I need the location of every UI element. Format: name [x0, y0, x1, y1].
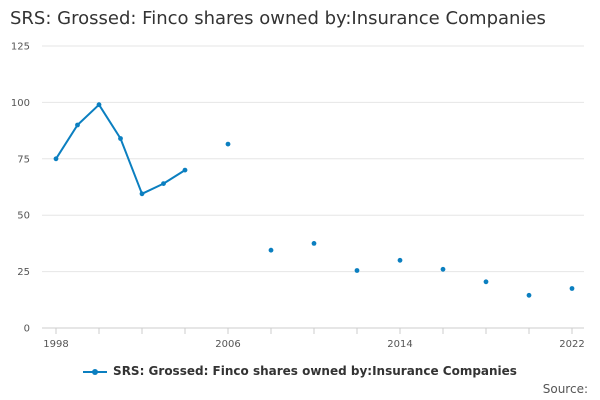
series-layer	[53, 102, 575, 298]
data-point-2016	[440, 266, 446, 272]
y-tick-label-100: 100	[11, 98, 30, 109]
source-label: Source:	[542, 382, 588, 396]
legend[interactable]: SRS: Grossed: Finco shares owned by:Insu…	[0, 364, 600, 378]
y-tick-label-50: 50	[17, 211, 30, 222]
data-point-2008	[268, 247, 274, 253]
data-point-2001	[118, 136, 123, 141]
data-point-2012	[354, 268, 360, 273]
data-point-2004	[182, 167, 188, 173]
axes	[42, 327, 584, 334]
data-point-2010	[311, 241, 317, 246]
chart-title: SRS: Grossed: Finco shares owned by:Insu…	[10, 8, 546, 29]
x-tick-label-2006: 2006	[215, 339, 240, 350]
x-tick-label-2022: 2022	[559, 339, 584, 350]
data-point-2000	[96, 102, 102, 108]
data-point-2022	[569, 286, 575, 291]
data-point-2018	[483, 279, 489, 285]
legend-swatch	[83, 367, 108, 377]
x-tick-label-2014: 2014	[387, 339, 412, 350]
data-point-2003	[161, 181, 166, 187]
tick-labels: 0 25 50 75 100 125 1998 2006 2014 2022	[11, 42, 585, 351]
legend-label: SRS: Grossed: Finco shares owned by:Insu…	[113, 364, 517, 378]
y-tick-label-125: 125	[11, 42, 30, 53]
data-point-1998	[53, 156, 59, 162]
data-point-2020	[526, 292, 532, 298]
data-point-2006	[225, 141, 231, 147]
y-tick-label-75: 75	[17, 154, 30, 165]
series-line-0-segment-0	[55, 103, 186, 195]
y-tick-label-25: 25	[17, 267, 30, 278]
grid-lines	[42, 45, 584, 273]
y-tick-label-0: 0	[24, 324, 30, 335]
data-point-2014	[397, 257, 403, 263]
data-point-2002	[139, 191, 145, 197]
data-point-1999	[75, 122, 80, 128]
x-tick-label-1998: 1998	[43, 339, 68, 350]
